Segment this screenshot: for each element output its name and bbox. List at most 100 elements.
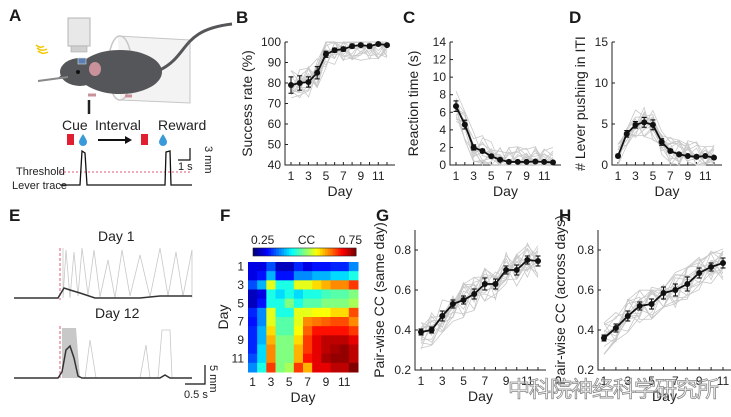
y-tick-label: 100: [261, 35, 281, 49]
heatmap-cell: [321, 362, 331, 373]
heatmap-cell: [293, 353, 304, 364]
heatmap-cell: [312, 362, 322, 373]
heatmap-cell: [330, 353, 341, 364]
data-point: [648, 301, 655, 307]
heatmap-cell: [266, 307, 276, 318]
heatmap-cell: [284, 326, 295, 336]
heatmap-cell: [321, 298, 331, 309]
x-tick-label: 5: [460, 374, 467, 388]
heatmap-cell: [312, 298, 322, 309]
colorbar-segment: [255, 248, 259, 256]
colorbar-segment: [253, 248, 257, 256]
heatmap-cell: [275, 289, 286, 300]
data-point: [322, 51, 329, 58]
y-tick-label: 90: [268, 56, 282, 70]
data-point: [676, 151, 683, 158]
heatmap-cell: [339, 362, 350, 373]
heatmap-cell: [348, 326, 359, 336]
heatmap-cell: [293, 280, 304, 290]
data-point: [524, 257, 531, 263]
heatmap-cell: [275, 262, 286, 272]
colorbar-segment: [296, 248, 300, 256]
x-tick-label: 7: [672, 374, 679, 388]
data-point: [702, 152, 709, 159]
heatmap-cell: [348, 307, 359, 318]
heatmap-cell: [348, 344, 359, 355]
heatmap-cell: [348, 317, 359, 327]
y-tick-label: 8: [439, 88, 446, 102]
data-point: [492, 281, 499, 287]
y-tick-label: 11: [232, 351, 245, 365]
data-point: [479, 147, 486, 154]
x-tick-label: 9: [323, 375, 330, 389]
y-tick-label: 6: [439, 105, 446, 119]
data-point: [684, 281, 691, 287]
data-point: [684, 152, 691, 159]
heatmap-cell: [339, 298, 350, 309]
data-point: [305, 78, 312, 85]
heatmap-cell: [321, 271, 331, 281]
y-tick-label: 70: [268, 97, 282, 111]
heatmap-cell: [312, 326, 322, 336]
heatmap-cell: [248, 262, 258, 272]
colorbar-segment: [309, 248, 313, 256]
heatmap-cell: [293, 307, 304, 318]
data-point: [505, 158, 512, 165]
heatmap-cell: [284, 335, 295, 345]
heatmap-cell: [266, 344, 276, 355]
y-axis-label: Reaction time (s): [405, 51, 421, 157]
heatmap-cell: [248, 326, 258, 336]
data-point: [470, 144, 477, 151]
heatmap-cell: [248, 271, 258, 281]
heatmap-cell: [257, 289, 267, 300]
y-tick-label: 9: [237, 333, 244, 347]
x-tick-label: 1: [615, 169, 622, 183]
data-point: [460, 297, 467, 303]
heatmap-cell: [339, 289, 350, 300]
heatmap-cell: [321, 344, 331, 355]
heatmap-cell: [330, 262, 341, 272]
individual-trace: [603, 267, 724, 335]
heatmap-cell: [293, 262, 304, 272]
heatmap-cell: [266, 335, 276, 345]
individual-trace: [290, 41, 388, 96]
heatmap-cell: [348, 362, 359, 373]
heatmap-cell: [303, 326, 313, 336]
y-tick-label: 15: [595, 35, 609, 49]
data-point: [696, 270, 703, 276]
heatmap-cell: [293, 335, 304, 345]
x-tick-label: 9: [523, 169, 530, 183]
data-point: [428, 327, 435, 333]
data-point: [623, 130, 630, 137]
heatmap-cell: [339, 280, 350, 290]
y-axis-label: Pair-wise CC (same day): [371, 222, 387, 378]
x-tick-label: 7: [481, 374, 488, 388]
x-tick-label: 7: [506, 169, 513, 183]
heatmap-cell: [266, 362, 276, 373]
panel-letter-f: F: [220, 206, 231, 225]
heatmap-cell: [275, 344, 286, 355]
heatmap-cell: [339, 262, 350, 272]
data-point: [366, 43, 373, 50]
y-tick-label: 10: [433, 70, 447, 84]
y-tick-label: 0.4: [394, 323, 411, 337]
x-tick-label: 3: [632, 169, 639, 183]
heatmap-cell: [312, 335, 322, 345]
heatmap-cell: [266, 353, 276, 364]
data-point: [340, 46, 347, 53]
data-point: [535, 258, 541, 264]
heatmap-cell: [293, 326, 304, 336]
heatmap-cell: [248, 289, 258, 300]
x-tick-label: 7: [667, 169, 674, 183]
heatmap-cell: [293, 344, 304, 355]
heatmap-cell: [330, 344, 341, 355]
data-point: [349, 43, 356, 50]
colorbar-segment: [281, 248, 285, 256]
individual-trace: [290, 44, 388, 99]
y-tick-label: 0.8: [577, 243, 594, 257]
colorbar-segment: [294, 248, 298, 256]
heatmap-cell: [339, 307, 350, 318]
heatmap-cell: [248, 298, 258, 309]
heatmap-cell: [257, 317, 267, 327]
